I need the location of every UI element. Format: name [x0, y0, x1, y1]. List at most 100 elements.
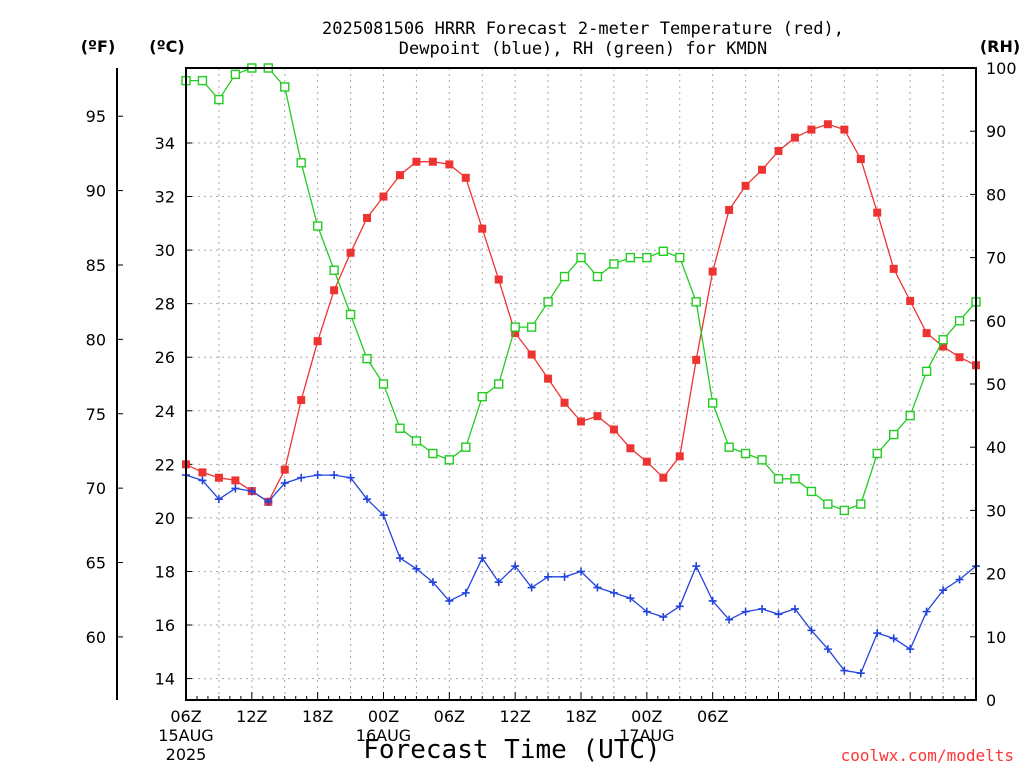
celsius-tick-label: 26 — [155, 348, 175, 367]
rh-point — [658, 246, 668, 256]
fahrenheit-tick-label: 95 — [86, 107, 106, 126]
temperature-point — [692, 355, 701, 364]
dewpoint-point — [725, 615, 734, 624]
x-tick-label: 12Z — [500, 707, 531, 726]
temperature-point — [642, 457, 651, 466]
temperature-line — [185, 123, 977, 503]
rh-point — [921, 366, 932, 377]
x-tick-label: 06Z — [170, 707, 201, 726]
rh-point — [345, 309, 356, 320]
temperature-point — [478, 224, 487, 233]
dewpoint-point — [346, 473, 355, 482]
rh-point — [625, 252, 636, 263]
rh-point — [856, 499, 866, 509]
x-tick-label: 15AUG — [158, 726, 213, 745]
dewpoint-point — [889, 634, 898, 643]
celsius-tick-label: 30 — [155, 241, 175, 260]
dewpoint-point — [313, 471, 322, 480]
temperature-point — [873, 208, 882, 217]
x-tick-label: 00Z — [368, 707, 399, 726]
dewpoint-point — [577, 567, 585, 576]
dewpoint-point — [527, 583, 536, 592]
temperature-point — [363, 213, 372, 222]
rh-point — [543, 297, 553, 307]
rh-tick-label: 60 — [986, 312, 1006, 331]
rh-point — [592, 271, 603, 282]
dewpoint-point — [560, 572, 569, 581]
celsius-axis: 14 16 18 20 22 24 26 28 30 32 34 — [155, 134, 192, 689]
dewpoint-point — [593, 583, 602, 592]
temperature-point — [428, 157, 437, 166]
celsius-tick-label: 34 — [155, 134, 175, 153]
fahrenheit-tick-label: 65 — [86, 554, 106, 573]
dewpoint-point — [363, 495, 372, 504]
temperature-point — [577, 417, 585, 426]
x-tick-label: 06Z — [434, 707, 465, 726]
rh-point — [362, 354, 372, 364]
chart-title-line2: Dewpoint (blue), RH (green) for KMDN — [399, 39, 767, 59]
credit-text: coolwx.com/modelts — [841, 746, 1014, 765]
rh-tick-label: 30 — [986, 501, 1006, 520]
rh-tick-label: 0 — [986, 691, 996, 710]
dewpoint-point — [511, 562, 520, 571]
dewpoint-point — [609, 588, 618, 597]
temperature-point — [708, 267, 717, 276]
rh-tick-label: 40 — [986, 438, 1006, 457]
fahrenheit-tick-label: 60 — [86, 628, 106, 647]
celsius-unit-label: (ºC) — [149, 37, 184, 56]
rh-tick-label: 100 — [986, 59, 1017, 78]
temperature-point — [906, 296, 915, 305]
x-tick-label: 18Z — [302, 707, 333, 726]
rh-tick-label: 20 — [986, 565, 1006, 584]
temperature-point — [544, 374, 553, 383]
temperature-point — [461, 173, 470, 182]
temperature-point — [198, 468, 207, 477]
dewpoint-point — [231, 484, 240, 493]
rh-point — [691, 297, 701, 307]
rh-point — [296, 158, 306, 168]
rh-tick-label: 90 — [986, 122, 1006, 141]
temperature-point — [609, 425, 618, 434]
dewpoint-point — [214, 495, 223, 504]
x-tick-label: 12Z — [236, 707, 267, 726]
temperature-point — [790, 133, 799, 142]
x-tick-label: 00Z — [631, 707, 662, 726]
rh-point — [724, 442, 734, 452]
rh-point — [428, 448, 438, 459]
dewpoint-point — [247, 487, 256, 496]
celsius-tick-label: 32 — [155, 188, 175, 207]
dewpoint-point — [395, 554, 404, 563]
rh-point — [675, 252, 685, 263]
temperature-point — [774, 147, 783, 156]
fahrenheit-axis: 60 65 70 75 80 85 90 95 — [86, 68, 123, 700]
rh-point — [230, 69, 241, 80]
rh-point — [526, 322, 537, 332]
temperature-point — [511, 329, 520, 338]
dewpoint-point — [659, 612, 668, 621]
dewpoint-point — [494, 578, 503, 587]
x-axis-label: Forecast Time (UTC) — [363, 735, 660, 765]
dewpoint-point — [280, 479, 289, 488]
dewpoint-point — [708, 596, 717, 605]
rh-point — [559, 271, 570, 282]
rh-point — [312, 221, 323, 231]
dewpoint-point — [461, 588, 470, 597]
rh-point — [872, 448, 882, 459]
dewpoint-point — [692, 562, 701, 571]
temperature-point — [675, 452, 684, 461]
temperature-point — [725, 205, 734, 214]
temperature-point — [395, 171, 404, 180]
rh-point — [444, 455, 455, 465]
rh-point — [905, 410, 915, 421]
rh-point — [642, 252, 652, 263]
fahrenheit-tick-label: 90 — [86, 182, 106, 201]
celsius-tick-label: 28 — [155, 295, 175, 314]
rh-tick-label: 70 — [986, 249, 1006, 268]
dewpoint-point — [939, 586, 948, 595]
temperature-point — [313, 337, 322, 346]
dewpoint-point — [955, 575, 964, 584]
temperature-point — [626, 444, 635, 453]
rh-point — [823, 499, 833, 509]
dewpoint-point — [856, 669, 865, 678]
dewpoint-point — [445, 596, 454, 605]
